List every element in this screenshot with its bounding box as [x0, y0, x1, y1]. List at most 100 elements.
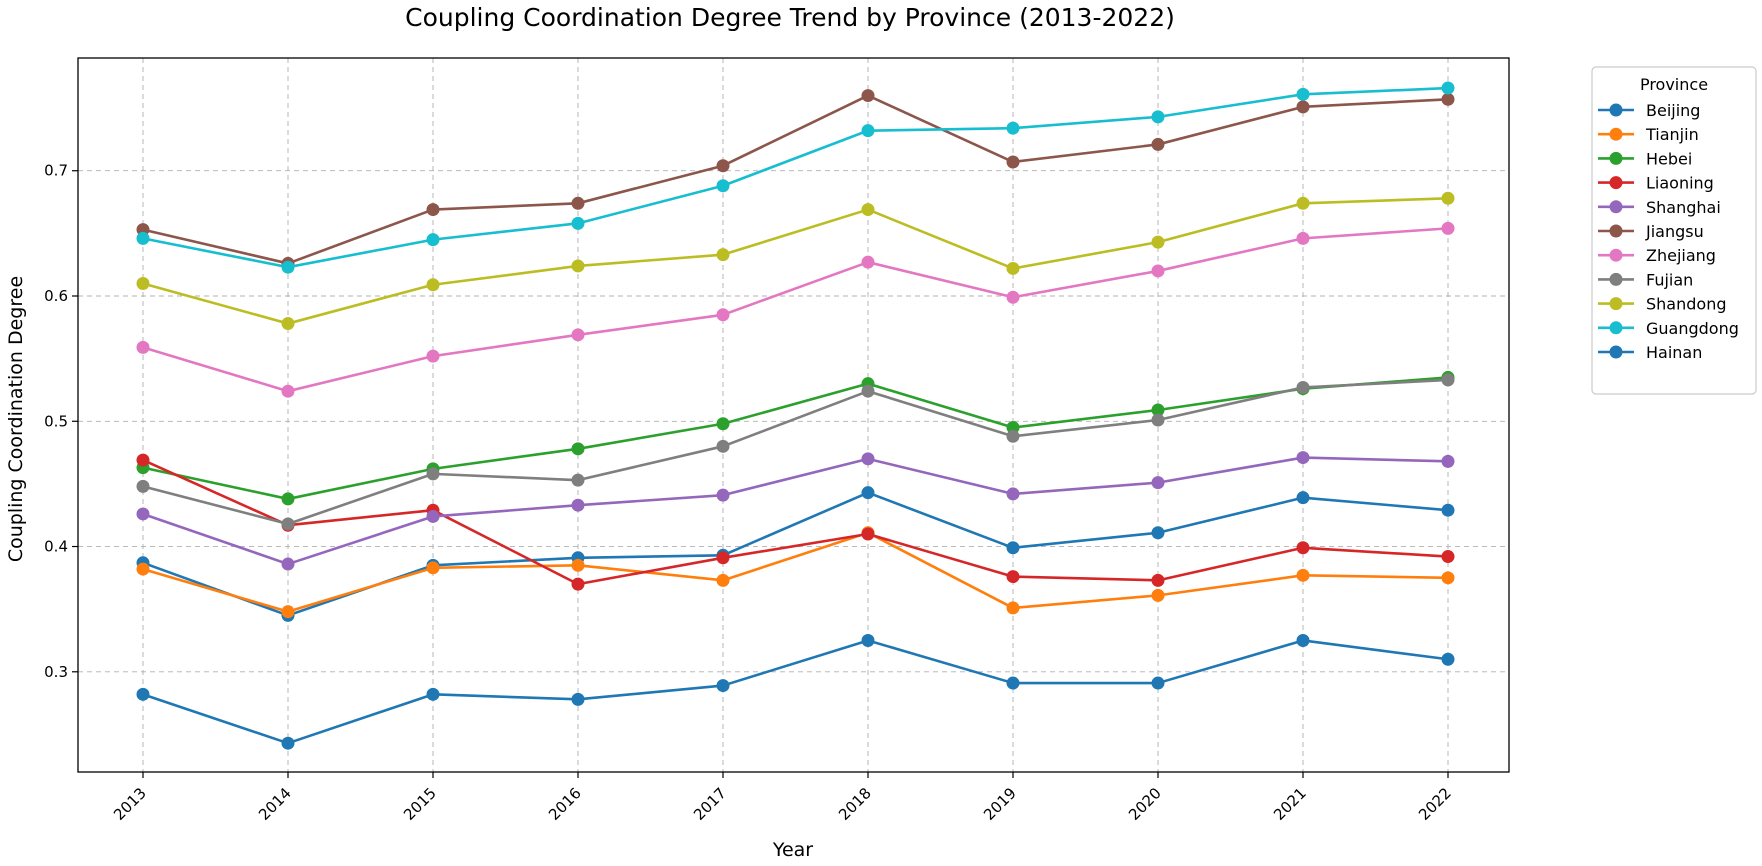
plot-frame: [77, 57, 1510, 773]
data-point-guangdong: [426, 233, 440, 247]
legend-swatch-marker: [1609, 272, 1623, 286]
data-point-beijing: [1296, 491, 1310, 505]
legend-swatch-marker: [1609, 224, 1623, 238]
data-point-liaoning: [716, 551, 730, 565]
legend-label: Tianjin: [1645, 125, 1699, 144]
legend-swatch-marker: [1609, 127, 1623, 141]
data-point-fujian: [281, 517, 295, 531]
data-point-zhejiang: [1006, 290, 1020, 304]
data-point-shandong: [136, 276, 150, 290]
legend-item-beijing: Beijing: [1598, 101, 1700, 120]
data-point-fujian: [716, 439, 730, 453]
data-point-shanghai: [136, 507, 150, 521]
data-point-liaoning: [1151, 573, 1165, 587]
data-point-fujian: [1441, 373, 1455, 387]
data-point-tianjin: [136, 562, 150, 576]
x-tick-label: 2019: [980, 784, 1020, 824]
data-point-beijing: [1006, 541, 1020, 555]
data-point-shandong: [571, 259, 585, 273]
x-tick-label: 2014: [255, 784, 295, 824]
legend-item-fujian: Fujian: [1598, 270, 1693, 289]
legend-label: Zhejiang: [1646, 246, 1716, 265]
data-point-beijing: [861, 486, 875, 500]
data-point-liaoning: [1006, 570, 1020, 584]
legend-item-tianjin: Tianjin: [1598, 125, 1699, 144]
data-point-shandong: [716, 248, 730, 262]
data-point-hainan: [426, 687, 440, 701]
data-point-shanghai: [426, 509, 440, 523]
data-point-hainan: [1006, 676, 1020, 690]
data-point-shandong: [1151, 235, 1165, 249]
series-line-hainan: [142, 639, 1449, 745]
data-point-hainan: [1296, 633, 1310, 647]
y-tick-label: 0.3: [44, 663, 68, 681]
data-point-hebei: [571, 442, 585, 456]
legend-frame: [1591, 66, 1757, 395]
data-point-shanghai: [716, 488, 730, 502]
series-zhejiang: [136, 221, 1455, 398]
data-point-fujian: [1296, 380, 1310, 394]
legend-swatch-marker: [1609, 103, 1623, 117]
series-guangdong: [136, 81, 1455, 274]
x-tick-label: 2013: [110, 784, 150, 824]
legend-item-hainan: Hainan: [1598, 343, 1702, 362]
series-line-jiangsu: [142, 94, 1449, 265]
data-point-guangdong: [861, 124, 875, 138]
legend-item-hebei: Hebei: [1598, 149, 1692, 168]
y-tick-label: 0.5: [44, 412, 68, 430]
data-point-tianjin: [1296, 568, 1310, 582]
legend-label: Fujian: [1646, 270, 1693, 289]
data-point-tianjin: [1006, 601, 1020, 615]
series-liaoning: [136, 453, 1455, 591]
legend-label: Guangdong: [1646, 319, 1739, 338]
data-point-shanghai: [1441, 454, 1455, 468]
legend-label: Beijing: [1646, 101, 1700, 120]
data-point-hebei: [1151, 403, 1165, 417]
data-point-shandong: [1296, 196, 1310, 210]
data-point-shanghai: [281, 557, 295, 571]
data-point-fujian: [426, 467, 440, 481]
data-point-guangdong: [136, 231, 150, 245]
series-hainan: [136, 633, 1455, 750]
series-line-shanghai: [142, 456, 1449, 566]
data-point-hainan: [716, 679, 730, 693]
data-point-shanghai: [1006, 487, 1020, 501]
data-point-jiangsu: [1006, 155, 1020, 169]
chart-title: Coupling Coordination Degree Trend by Pr…: [405, 3, 1175, 32]
data-point-guangdong: [571, 216, 585, 230]
data-point-tianjin: [716, 573, 730, 587]
y-tick-label: 0.7: [44, 162, 68, 180]
series-line-tianjin: [142, 531, 1449, 613]
series-line-guangdong: [142, 86, 1449, 269]
legend-item-liaoning: Liaoning: [1598, 174, 1714, 193]
legend-swatch-marker: [1609, 200, 1623, 214]
data-point-tianjin: [426, 561, 440, 575]
data-point-beijing: [1151, 526, 1165, 540]
legend-label: Hainan: [1646, 343, 1702, 362]
data-point-jiangsu: [861, 89, 875, 103]
legend-label: Jiangsu: [1645, 222, 1704, 241]
data-point-hebei: [281, 492, 295, 506]
data-point-shandong: [861, 203, 875, 217]
x-tick-label: 2015: [400, 784, 440, 824]
data-point-hainan: [861, 633, 875, 647]
data-point-tianjin: [1441, 571, 1455, 585]
data-point-guangdong: [1441, 81, 1455, 95]
data-point-hainan: [1441, 652, 1455, 666]
legend-item-shanghai: Shanghai: [1598, 198, 1721, 217]
data-point-guangdong: [1296, 87, 1310, 101]
x-tick-label: 2017: [690, 784, 730, 824]
data-point-shandong: [1441, 191, 1455, 205]
data-point-zhejiang: [716, 308, 730, 322]
legend-item-shandong: Shandong: [1598, 295, 1726, 314]
data-point-liaoning: [1441, 550, 1455, 564]
data-point-liaoning: [1296, 541, 1310, 555]
data-point-guangdong: [1151, 110, 1165, 124]
series-line-hebei: [142, 376, 1449, 501]
legend-label: Liaoning: [1646, 174, 1714, 193]
data-point-shanghai: [861, 452, 875, 466]
data-point-tianjin: [281, 605, 295, 619]
data-point-zhejiang: [861, 255, 875, 269]
